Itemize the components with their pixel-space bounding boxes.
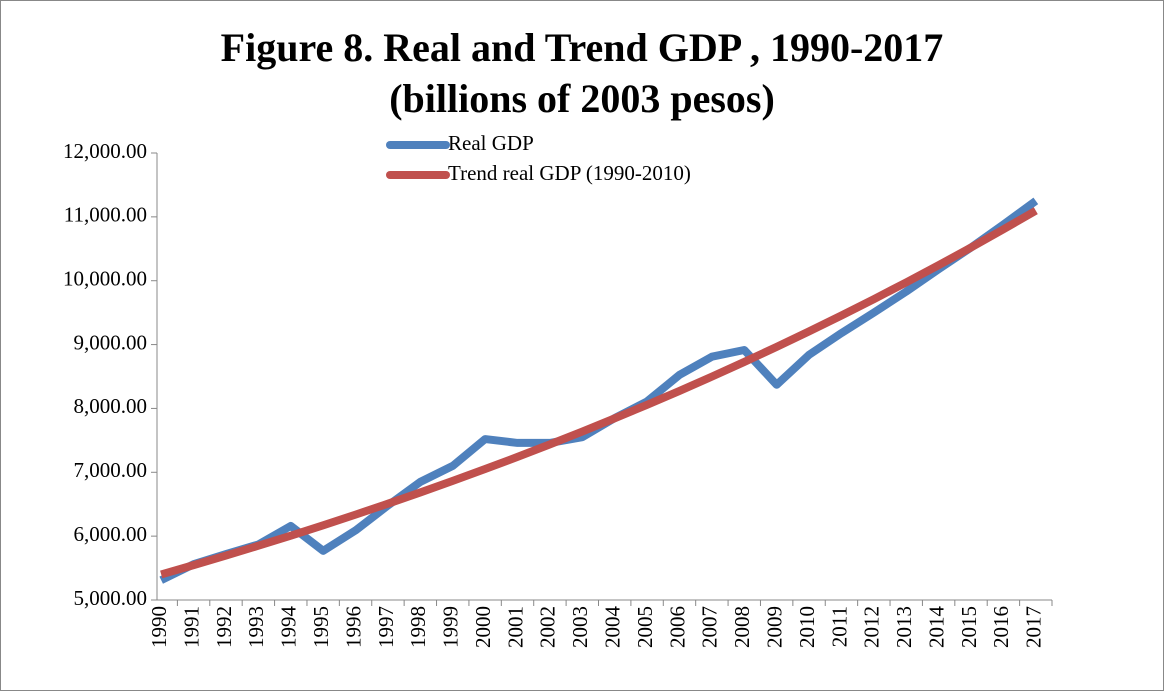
x-tick-label: 1992 xyxy=(212,606,236,648)
legend-label: Trend real GDP (1990-2010) xyxy=(448,161,691,185)
y-tick-label: 5,000.00 xyxy=(74,586,148,610)
x-tick-label: 2005 xyxy=(633,606,657,648)
x-tick-label: 2007 xyxy=(698,606,722,648)
x-tick-label: 2006 xyxy=(665,606,689,648)
x-tick-label: 2009 xyxy=(762,606,786,648)
x-tick-label: 2013 xyxy=(892,606,916,648)
data-line xyxy=(160,207,1038,579)
x-tick-label: 2016 xyxy=(989,606,1013,648)
x-tick-label: 2003 xyxy=(568,606,592,648)
y-tick-label: 9,000.00 xyxy=(74,330,148,354)
y-tick-label: 7,000.00 xyxy=(74,458,148,482)
x-tick-label: 2011 xyxy=(827,606,851,647)
x-tick-label: 2008 xyxy=(730,606,754,648)
x-tick-label: 2017 xyxy=(1022,606,1046,648)
x-tick-label: 1990 xyxy=(147,606,171,648)
x-tick-label: 2012 xyxy=(860,606,884,648)
x-tick-label: 1999 xyxy=(439,606,463,648)
x-tick-label: 1996 xyxy=(341,606,365,648)
y-tick-label: 11,000.00 xyxy=(64,203,147,227)
x-tick-label: 2000 xyxy=(471,606,495,648)
chart-title: (billions of 2003 pesos) xyxy=(389,76,775,121)
x-tick-label: 2004 xyxy=(601,606,625,649)
y-tick-label: 12,000.00 xyxy=(63,139,147,163)
x-tick-label: 1995 xyxy=(309,606,333,648)
x-tick-label: 2001 xyxy=(503,606,527,648)
x-tick-label: 1994 xyxy=(277,606,301,649)
y-tick-label: 6,000.00 xyxy=(74,522,148,546)
y-tick-label: 8,000.00 xyxy=(74,394,148,418)
x-tick-label: 2010 xyxy=(795,606,819,648)
x-tick-label: 1998 xyxy=(406,606,430,648)
x-tick-label: 2002 xyxy=(536,606,560,648)
x-tick-label: 1997 xyxy=(374,606,398,648)
x-tick-label: 1991 xyxy=(179,606,203,648)
x-tick-label: 1993 xyxy=(244,606,268,648)
legend-label: Real GDP xyxy=(448,131,534,155)
x-tick-label: 2015 xyxy=(957,606,981,648)
chart-title: Figure 8. Real and Trend GDP , 1990-2017 xyxy=(221,25,944,70)
y-tick-label: 10,000.00 xyxy=(63,267,147,291)
x-tick-label: 2014 xyxy=(924,606,948,649)
